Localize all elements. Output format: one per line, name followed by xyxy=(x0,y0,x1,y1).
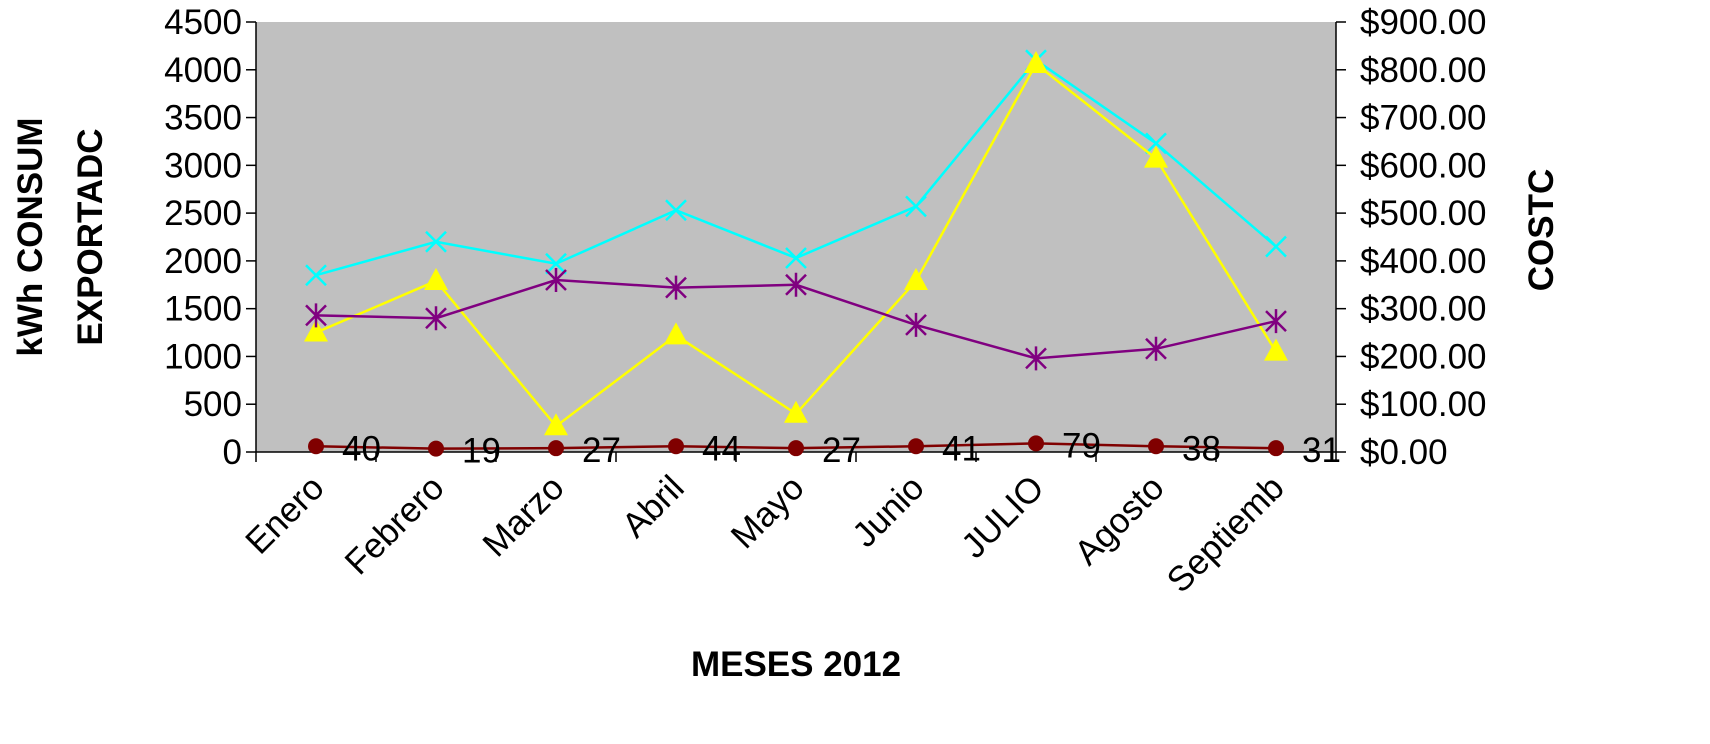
left-tick-label: 0 xyxy=(223,433,242,472)
data-point xyxy=(544,413,568,436)
data-point xyxy=(668,438,684,455)
x-tick-label: Septiemb xyxy=(1160,468,1292,600)
series-3 xyxy=(308,435,1284,457)
x-tick-label: Mayo xyxy=(724,468,812,556)
data-point xyxy=(788,440,804,457)
data-point xyxy=(1265,309,1287,334)
y2-axis-title: COSTC xyxy=(1522,169,1561,292)
data-point xyxy=(784,400,808,423)
right-tick-label: $400.00 xyxy=(1360,242,1487,281)
data-point xyxy=(1264,338,1288,361)
data-point xyxy=(1265,235,1287,258)
data-point xyxy=(304,319,328,342)
data-point xyxy=(785,247,807,269)
y-axis-title: kWh CONSUM EXPORTADC xyxy=(11,117,110,356)
series-2 xyxy=(305,268,1287,371)
data-label: 44 xyxy=(702,429,741,468)
data-point xyxy=(305,303,327,328)
right-tick-label: $100.00 xyxy=(1360,385,1487,424)
svg-text:kWh CONSUM: kWh CONSUM xyxy=(11,117,50,356)
data-point xyxy=(1028,435,1044,452)
left-tick-label: 3500 xyxy=(164,99,242,138)
data-point xyxy=(425,230,447,253)
left-tick-label: 2000 xyxy=(164,242,242,281)
data-point xyxy=(1145,132,1167,155)
data-point xyxy=(905,312,927,337)
left-tick-label: 500 xyxy=(184,385,242,424)
data-point xyxy=(1144,145,1168,168)
data-label: 41 xyxy=(942,429,981,468)
x-tick-label: Abril xyxy=(615,468,692,545)
left-tick-label: 2500 xyxy=(164,194,242,233)
x-tick-label: Junio xyxy=(845,468,932,555)
data-point xyxy=(1025,346,1047,371)
data-point xyxy=(545,252,567,275)
left-tick-label: 3000 xyxy=(164,146,242,185)
right-tick-label: $600.00 xyxy=(1360,146,1487,185)
svg-text:EXPORTADC: EXPORTADC xyxy=(71,128,110,345)
left-y-axis: 0 500 1000 1500 2000 2500 3000 3500 4000 4500 xyxy=(164,3,257,472)
left-tick-label: 4000 xyxy=(164,51,242,90)
data-point xyxy=(548,440,564,457)
data-label: 79 xyxy=(1062,426,1101,465)
x-tick-label: Marzo xyxy=(475,468,571,564)
right-tick-label: $900.00 xyxy=(1360,3,1487,42)
data-point xyxy=(1024,51,1048,74)
data-point xyxy=(904,267,928,290)
data-label: 27 xyxy=(822,431,861,470)
x-axis-title: MESES 2012 xyxy=(691,645,901,684)
data-point xyxy=(308,438,324,455)
data-point xyxy=(905,195,927,218)
data-point xyxy=(1268,440,1284,457)
plot-area xyxy=(256,22,1336,452)
data-label: 40 xyxy=(342,429,381,468)
data-label: 19 xyxy=(462,432,501,471)
x-tick-label: Agosto xyxy=(1067,468,1172,573)
data-point xyxy=(424,267,448,290)
data-point xyxy=(665,199,687,222)
data-label: 31 xyxy=(1302,431,1341,470)
series-layer xyxy=(304,49,1288,457)
right-tick-label: $800.00 xyxy=(1360,51,1487,90)
data-point xyxy=(664,322,688,345)
right-y-axis: $0.00 $100.00 $200.00 $300.00 $400.00 $500.00… xyxy=(1335,3,1487,472)
data-point xyxy=(1145,336,1167,361)
data-point xyxy=(305,264,327,287)
right-tick-label: $300.00 xyxy=(1360,290,1487,329)
data-point xyxy=(665,275,687,300)
data-point xyxy=(908,438,924,455)
data-point xyxy=(545,268,567,292)
x-tick-label: JULIO xyxy=(954,468,1052,566)
right-tick-label: $0.00 xyxy=(1360,433,1448,472)
left-tick-label: 1000 xyxy=(164,337,242,376)
right-tick-label: $500.00 xyxy=(1360,194,1487,233)
left-tick-label: 1500 xyxy=(164,290,242,329)
left-tick-label: 4500 xyxy=(164,3,242,42)
data-label: 38 xyxy=(1182,429,1221,468)
x-tick-label: Enero xyxy=(238,468,332,562)
data-point xyxy=(1148,438,1164,455)
right-tick-label: $200.00 xyxy=(1360,337,1487,376)
series-1 xyxy=(304,51,1288,436)
right-tick-label: $700.00 xyxy=(1360,99,1487,138)
data-labels: 40 19 27 44 27 41 79 38 31 xyxy=(342,426,1341,470)
data-point xyxy=(785,272,807,297)
data-point xyxy=(425,306,447,331)
x-tick-label: Febrero xyxy=(337,468,451,582)
data-point xyxy=(428,440,444,457)
x-axis: Enero Febrero Marzo Abril Mayo Junio JULIO Agos… xyxy=(238,451,1337,600)
data-label: 27 xyxy=(582,431,621,470)
